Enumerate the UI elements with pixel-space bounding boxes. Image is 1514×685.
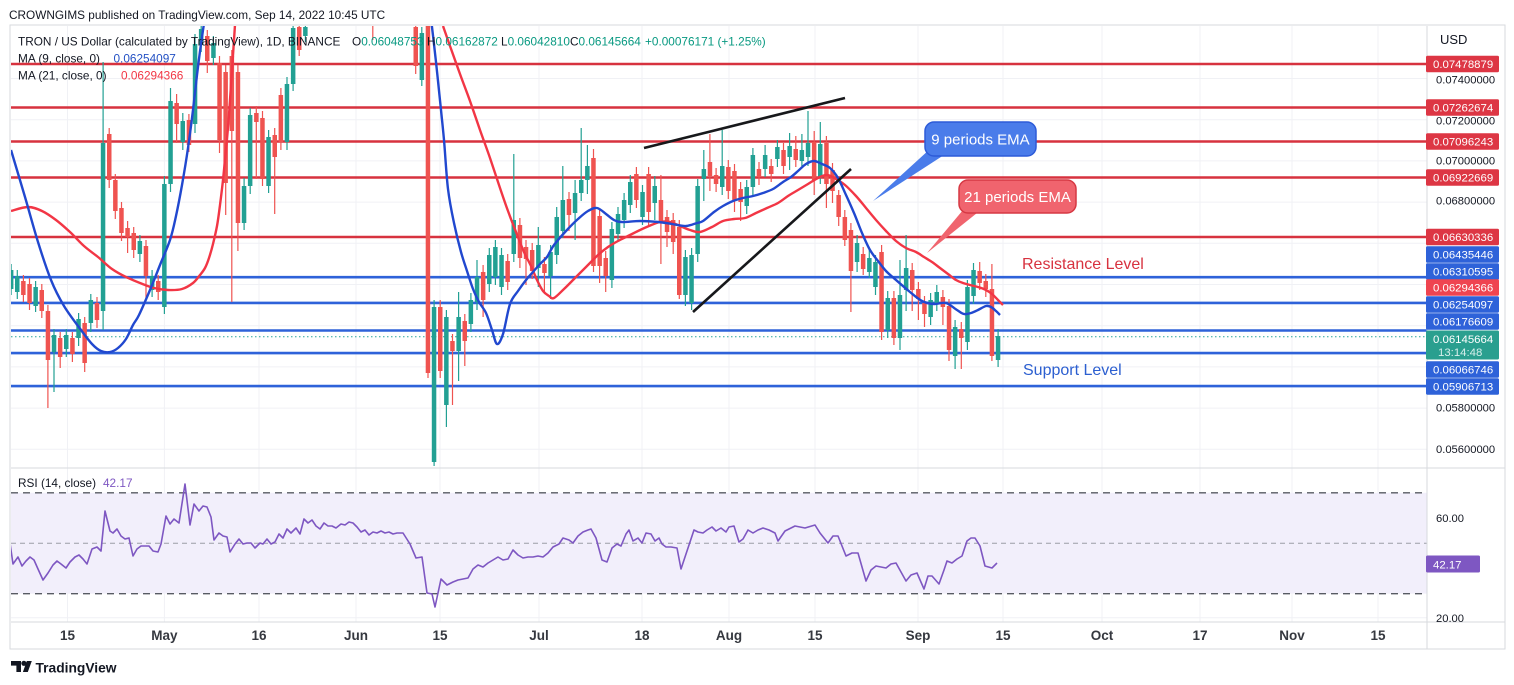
svg-text:0.06310595: 0.06310595 [1433, 267, 1493, 279]
svg-text:15: 15 [60, 628, 76, 643]
svg-text:21 periods EMA: 21 periods EMA [964, 189, 1071, 206]
svg-text:17: 17 [1192, 628, 1207, 643]
svg-text:May: May [151, 628, 178, 643]
svg-text:RSI (14, close)42.17: RSI (14, close) 42.17 [18, 476, 133, 490]
svg-text:0.06254097: 0.06254097 [1433, 300, 1493, 312]
svg-text:0.05800000: 0.05800000 [1436, 403, 1495, 415]
svg-text:TradingView: TradingView [36, 661, 117, 676]
svg-text:0.07478879: 0.07478879 [1433, 59, 1493, 71]
svg-text:60.00: 60.00 [1436, 513, 1464, 525]
svg-text:15: 15 [1370, 628, 1386, 643]
svg-text:13:14:48: 13:14:48 [1438, 347, 1482, 359]
svg-text:0.06294366: 0.06294366 [1433, 283, 1493, 295]
svg-text:0.05906713: 0.05906713 [1433, 382, 1493, 394]
svg-text:0.06176609: 0.06176609 [1433, 317, 1493, 329]
svg-text:0.07000000: 0.07000000 [1436, 156, 1495, 168]
svg-text:15: 15 [807, 628, 823, 643]
svg-text:0.07200000: 0.07200000 [1436, 116, 1495, 128]
svg-text:15: 15 [432, 628, 448, 643]
svg-text:16: 16 [251, 628, 267, 643]
svg-text:0.05600000: 0.05600000 [1436, 444, 1495, 456]
svg-text:18: 18 [634, 628, 650, 643]
svg-text:0.06066746: 0.06066746 [1433, 365, 1493, 377]
svg-text:0.06630336: 0.06630336 [1433, 232, 1493, 244]
svg-text:Jul: Jul [529, 628, 549, 643]
svg-text:MA (9, close, 0)0.06254097: MA (9, close, 0) 0.06254097 [18, 52, 176, 66]
svg-text:USD: USD [1440, 32, 1467, 47]
svg-text:42.17: 42.17 [1433, 559, 1462, 571]
svg-text:Jun: Jun [344, 628, 368, 643]
svg-text:9 periods EMA: 9 periods EMA [931, 132, 1029, 149]
svg-text:0.06435446: 0.06435446 [1433, 250, 1493, 262]
svg-text:0.07096243: 0.07096243 [1433, 137, 1493, 149]
svg-text:20.00: 20.00 [1436, 613, 1464, 625]
svg-text:0.06145664: 0.06145664 [1433, 334, 1493, 346]
svg-text:0.07400000: 0.07400000 [1436, 75, 1495, 87]
svg-text:Aug: Aug [716, 628, 742, 643]
svg-text:Resistance Level: Resistance Level [1022, 256, 1144, 273]
svg-text:Oct: Oct [1091, 628, 1114, 643]
svg-text:MA (21, close, 0)0.06294366: MA (21, close, 0) 0.06294366 [18, 69, 184, 83]
svg-text:15: 15 [995, 628, 1011, 643]
svg-text:0.06800000: 0.06800000 [1436, 196, 1495, 208]
svg-text:Support Level: Support Level [1023, 362, 1122, 379]
svg-text:Sep: Sep [906, 628, 931, 643]
svg-text:CROWNGIMS published on Trading: CROWNGIMS published on TradingView.com, … [9, 8, 386, 22]
svg-text:Nov: Nov [1279, 628, 1305, 643]
svg-text:TRON / US Dollar (calculated b: TRON / US Dollar (calculated by TradingV… [18, 35, 766, 49]
svg-text:0.07262674: 0.07262674 [1433, 103, 1493, 115]
svg-text:0.06922669: 0.06922669 [1433, 173, 1493, 185]
